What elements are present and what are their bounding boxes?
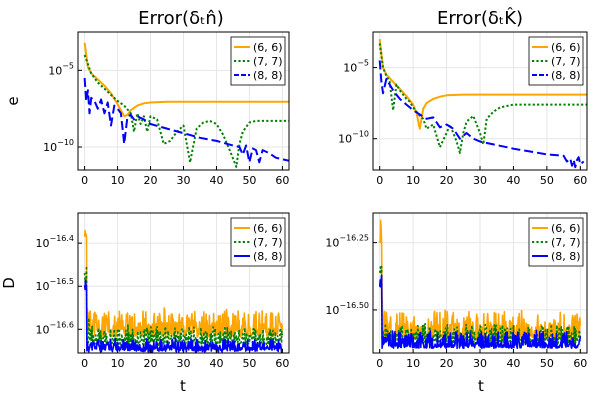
x-tick-label: 50 [242,174,256,187]
y-tick-label: 10−16.6 [35,320,74,336]
x-tick-label: 0 [81,174,88,187]
y-axis-label: D [0,277,18,289]
tick-labels: 0 10 20 30 40 50 60 10−16.6 10−16.5 10−16.4 [35,234,289,370]
legend: (6, 6)(7, 7)(8, 8) [230,217,286,267]
x-tick-label: 60 [573,357,587,370]
x-tick-label: 60 [275,174,289,187]
x-tick-label: 10 [111,357,125,370]
series-line-8-8 [83,77,289,164]
x-tick-label: 0 [81,357,88,370]
legend-label: (8, 8) [253,250,283,263]
x-tick-label: 50 [540,357,554,370]
tick-labels: 0 10 20 30 40 50 60 10−10 10−5 [338,59,587,187]
panel-top-left: Error(δₜn̂) e 0 10 20 30 40 50 60 10−10 10−5 (6,… [4,8,290,187]
x-tick-label: 40 [506,357,520,370]
x-tick-label: 0 [376,174,383,187]
legend-label: (7, 7) [253,236,283,249]
x-tick-label: 30 [473,357,487,370]
legend-label: (6, 6) [551,222,581,235]
series-layer [378,38,587,169]
y-axis-label: e [4,96,22,105]
x-tick-label: 20 [144,174,158,187]
legend: (6, 6)(7, 7)(8, 8) [230,36,286,86]
x-tick-label: 60 [275,357,289,370]
y-tick-label: 10−10 [338,130,369,146]
x-tick-label: 40 [209,357,223,370]
legend-label: (7, 7) [551,55,581,68]
legend-label: (7, 7) [551,236,581,249]
x-tick-label: 40 [506,174,520,187]
series-line-8-8 [378,274,582,350]
x-tick-label: 10 [111,174,125,187]
panel-bottom-left: D t 0 10 20 30 40 50 60 10−16.6 10−16.5 10−16.4 (… [0,212,290,395]
x-tick-label: 30 [177,174,191,187]
x-tick-label: 10 [406,357,420,370]
legend-label: (8, 8) [253,69,283,82]
x-tick-label: 20 [440,357,454,370]
y-tick-label: 10−16.5 [35,277,74,293]
series-line-7-7 [378,264,582,346]
x-tick-label: 60 [573,174,587,187]
x-tick-label: 30 [177,357,191,370]
series-line-8-8 [378,60,585,169]
legend-label: (7, 7) [253,55,283,68]
x-tick-label: 30 [473,174,487,187]
x-axis-label: t [478,377,484,395]
y-tick-label: 10−5 [48,61,74,77]
y-tick-label: 10−10 [43,138,74,154]
y-tick-label: 10−16.50 [325,301,369,317]
x-tick-label: 40 [209,174,223,187]
panel-top-right: Error(δₜK̂) 0 10 20 30 40 50 60 10−10 10−5 (6, 6… [338,8,588,187]
y-tick-label: 10−16.4 [35,234,74,250]
legend: (6, 6)(7, 7)(8, 8) [528,36,584,86]
tick-labels: 0 10 20 30 40 50 60 10−10 10−5 [43,61,289,187]
series-line-6-6 [83,42,289,118]
x-tick-label: 50 [540,174,554,187]
series-line-7-7 [83,54,289,168]
tick-labels: 0 10 20 30 40 50 60 10−16.50 10−16.25 [325,234,587,370]
series-line-6-6 [83,229,284,338]
x-axis-label: t [180,377,186,395]
series-line-7-7 [83,265,284,347]
x-tick-label: 0 [376,357,383,370]
legend-label: (6, 6) [253,41,283,54]
panel-title: Error(δₜn̂) [138,8,224,29]
x-tick-label: 20 [144,357,158,370]
series-layer [83,42,289,168]
y-tick-label: 10−16.25 [325,234,369,250]
legend-label: (6, 6) [253,222,283,235]
series-line-6-6 [378,38,587,130]
panel-bottom-right: t 0 10 20 30 40 50 60 10−16.50 10−16.25 (6, 6)(7… [325,212,588,395]
y-tick-label: 10−5 [343,59,369,75]
x-tick-label: 10 [406,174,420,187]
x-tick-label: 20 [440,174,454,187]
series-layer [378,219,582,350]
legend-label: (6, 6) [551,41,581,54]
x-tick-label: 50 [242,357,256,370]
legend: (6, 6)(7, 7)(8, 8) [528,217,584,267]
legend-label: (8, 8) [551,250,581,263]
legend-label: (8, 8) [551,69,581,82]
panel-title: Error(δₜK̂) [437,8,523,29]
